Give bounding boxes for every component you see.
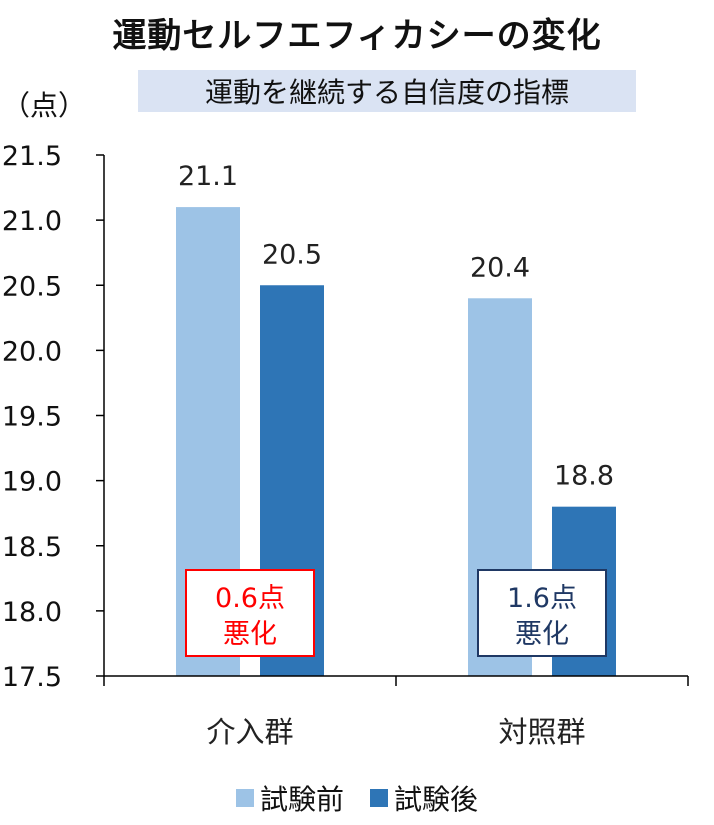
y-tick-label: 21.5	[2, 141, 62, 172]
y-tick-label: 20.5	[2, 271, 62, 302]
y-tick-label: 17.5	[2, 662, 62, 693]
annotation-box	[185, 569, 315, 657]
y-tick-label: 19.0	[2, 467, 62, 498]
legend: 試験前 試験後	[0, 778, 714, 818]
y-tick-label: 19.5	[2, 402, 62, 433]
legend-item-before: 試験前	[235, 778, 344, 818]
data-label: 21.1	[178, 161, 238, 192]
data-label: 18.8	[554, 461, 614, 492]
annotation-text: 1.6点	[507, 583, 577, 614]
legend-swatch-after	[370, 789, 388, 807]
y-tick-label: 21.0	[2, 206, 62, 237]
annotation-box	[477, 569, 607, 657]
annotation-text: 0.6点	[215, 583, 285, 614]
y-unit-label: （点）	[2, 89, 87, 122]
x-category-label: 対照群	[498, 715, 585, 749]
chart-subtitle: 運動を継続する自信度の指標	[138, 70, 636, 112]
data-label: 20.5	[262, 239, 322, 270]
y-tick-label: 18.0	[2, 597, 62, 628]
data-label: 20.4	[470, 252, 530, 283]
y-tick-label: 20.0	[2, 336, 62, 367]
annotation-text: 悪化	[223, 619, 277, 650]
subtitle-text: 運動を継続する自信度の指標	[204, 76, 569, 109]
legend-label-after: 試験後	[394, 783, 479, 816]
legend-swatch-before	[235, 789, 254, 807]
legend-item-after: 試験後	[370, 778, 478, 818]
annotation-text: 悪化	[515, 619, 569, 650]
x-category-label: 介入群	[206, 715, 293, 749]
bar-chart-plot: 17.5 18.0 18.5 19.0 19.5 20.0 20.5 21.0 21.5 21.1…	[2, 141, 689, 749]
y-tick-label: 18.5	[2, 532, 62, 563]
chart-title: 運動セルフエフィカシーの変化	[112, 16, 602, 56]
legend-label-before: 試験前	[259, 783, 344, 816]
